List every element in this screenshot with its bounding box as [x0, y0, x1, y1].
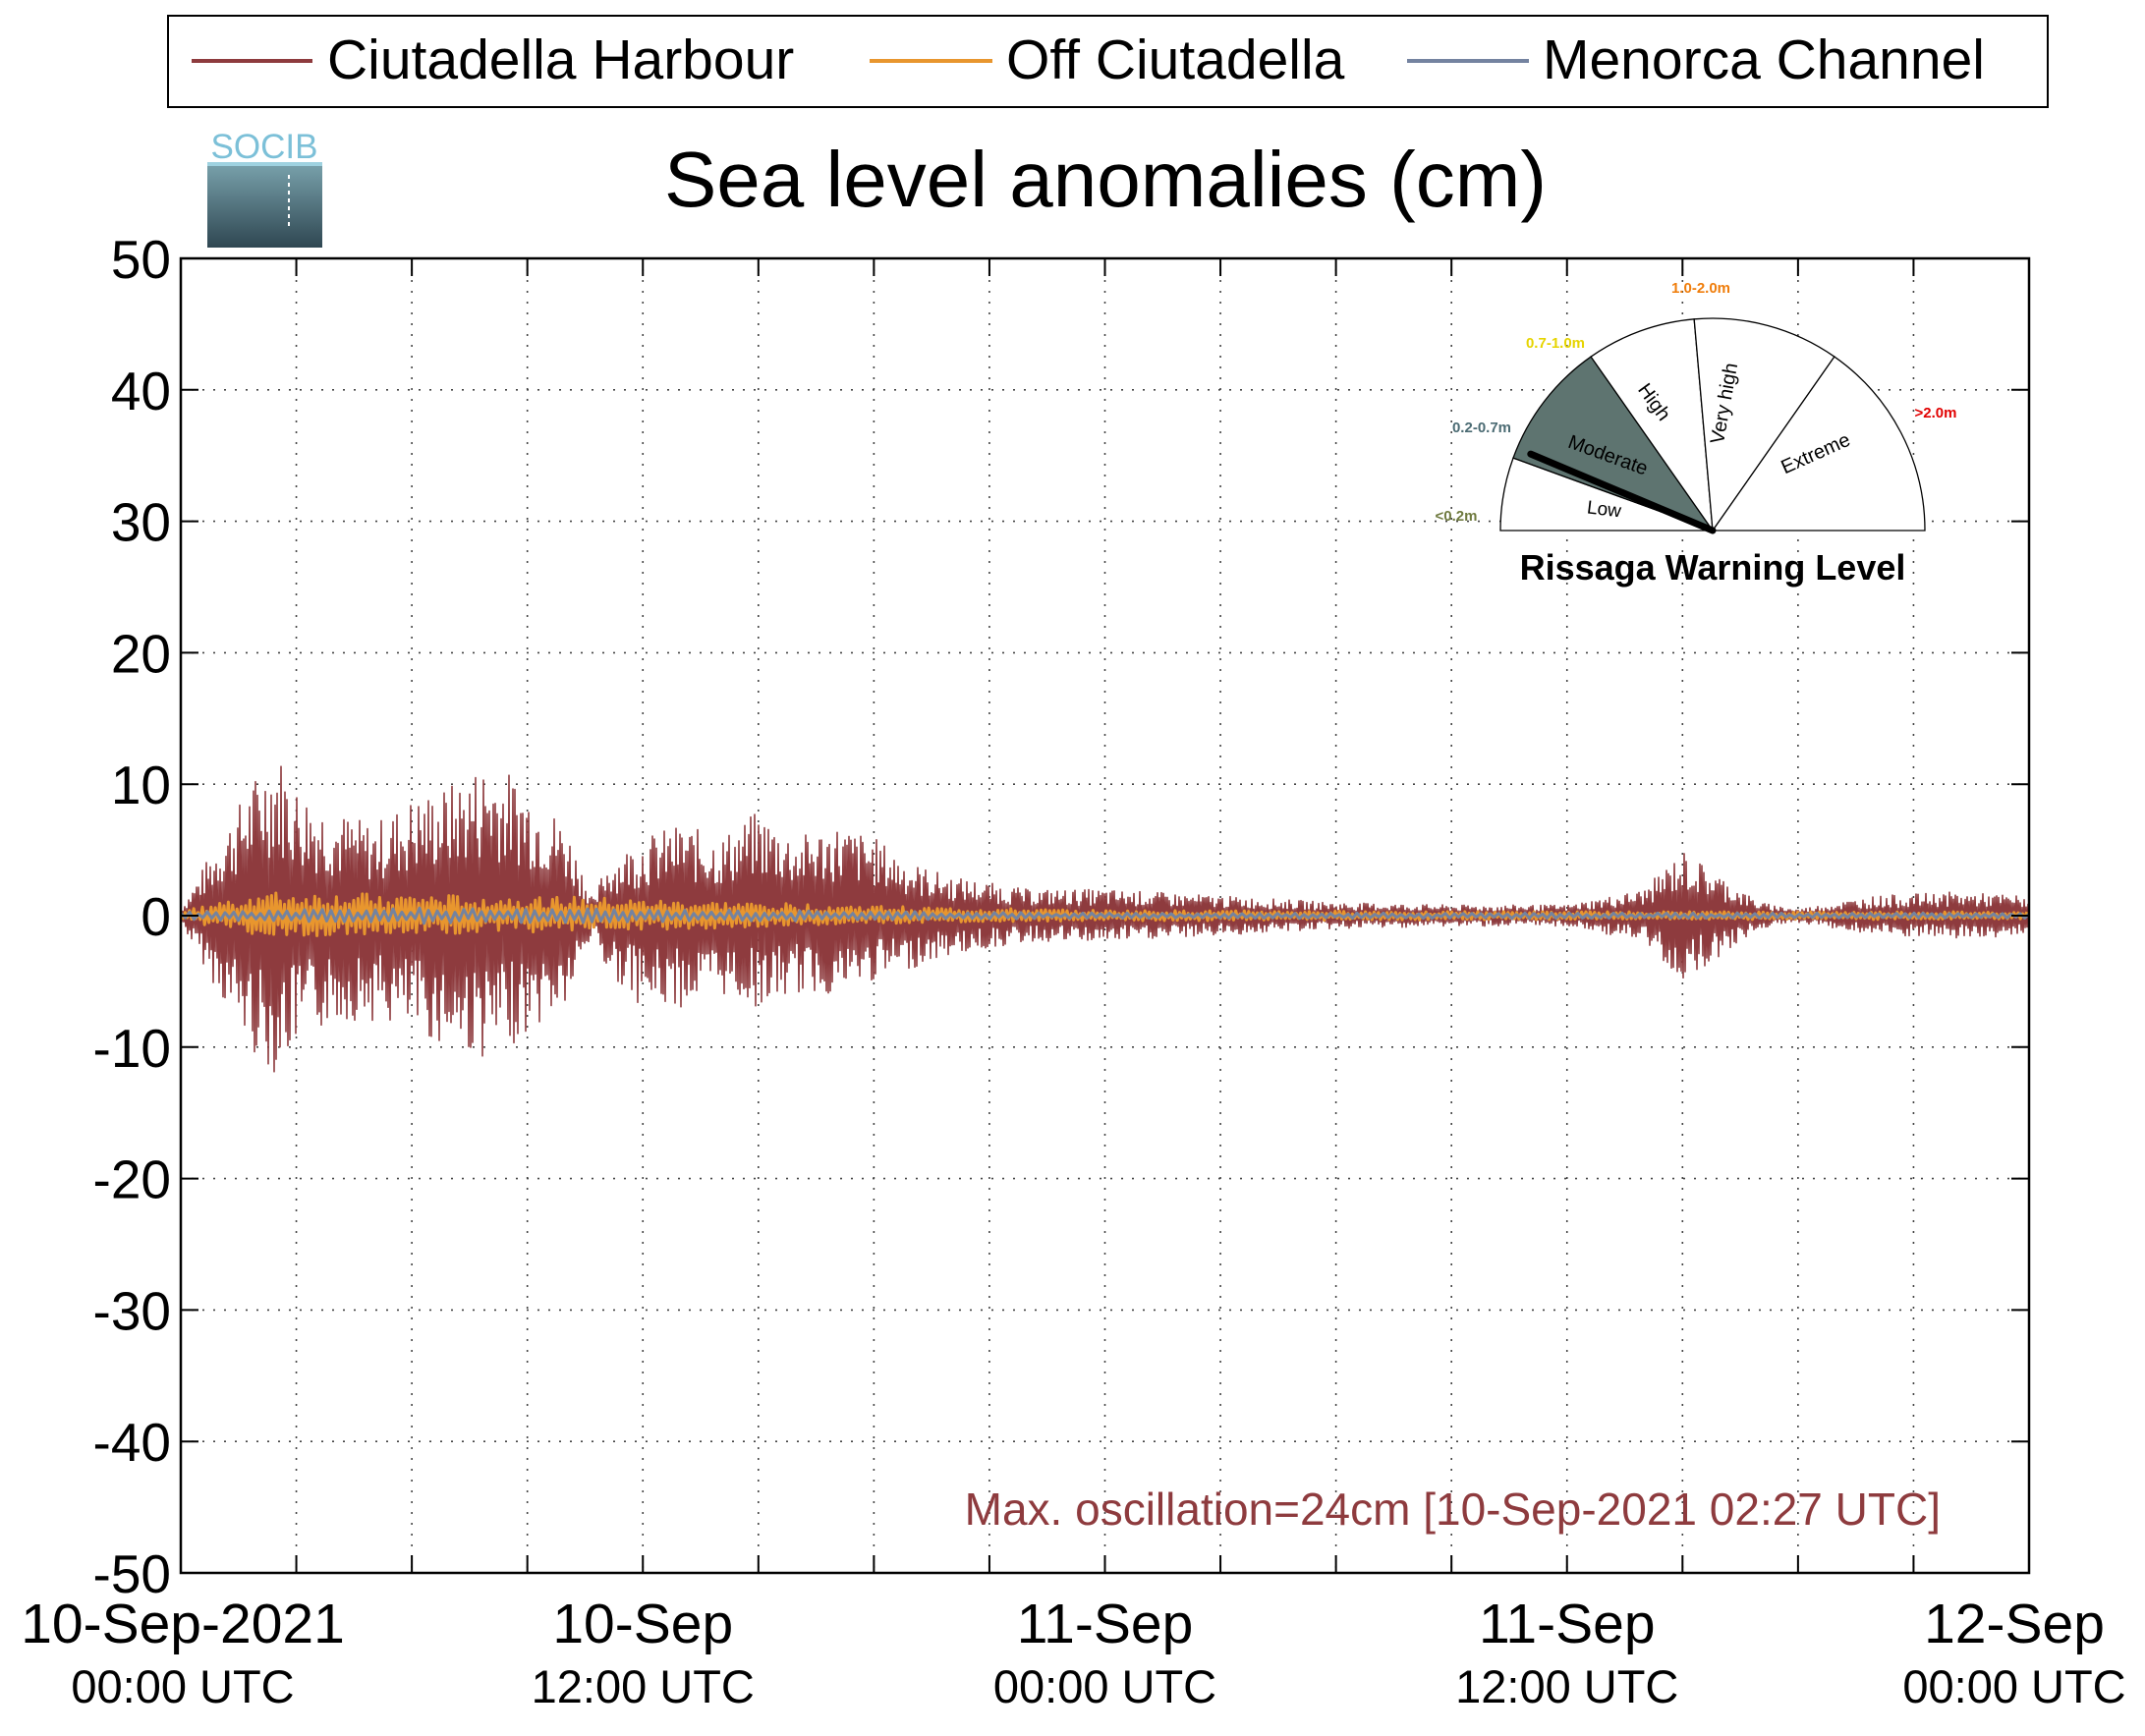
gauge-needle — [1527, 450, 1717, 534]
y-tick-label: -40 — [93, 1412, 172, 1473]
y-tick-label: 20 — [111, 623, 171, 684]
gauge-sector-extreme — [1711, 356, 1926, 532]
gauge-title: Rissaga Warning Level — [1520, 547, 1906, 588]
y-tick-label: 50 — [111, 229, 171, 290]
gauge-range-label: 1.0-2.0m — [1671, 280, 1730, 297]
gauge-range-label: 0.2-0.7m — [1452, 420, 1511, 436]
plot-frame — [179, 256, 2031, 1575]
y-tick-label: -20 — [93, 1149, 172, 1210]
gauge-sector-high — [1590, 318, 1714, 533]
x-tick-label-time: 00:00 UTC — [993, 1660, 1216, 1712]
x-tick-label-date: 10-Sep — [552, 1593, 733, 1655]
socib-logo-text: SOCIB — [211, 128, 318, 166]
x-tick-label-time: 12:00 UTC — [1455, 1660, 1678, 1712]
series-line-menorca-channel — [181, 906, 2029, 925]
chart-title: Sea level anomalies (cm) — [664, 136, 1547, 223]
max-oscillation-annotation: Max. oscillation=24cm [10-Sep-2021 02:27… — [965, 1484, 1941, 1535]
series-layer — [181, 765, 2029, 1073]
gauge-sector-label: Low — [1586, 497, 1622, 522]
legend: Ciutadella Harbour Off Ciutadella Menorc… — [167, 15, 2049, 108]
y-tick-label: -50 — [93, 1543, 172, 1604]
y-axis-tick-labels: 50 40 30 20 10 0 -10 -20 -30 -40 -50 — [93, 229, 172, 1604]
socib-logo: SOCIB — [207, 128, 322, 248]
legend-label-ciutadella-harbour: Ciutadella Harbour — [327, 28, 794, 91]
gauge-sector-very-high — [1693, 317, 1835, 532]
y-tick-label: 10 — [111, 755, 171, 815]
x-tick-label-date: 11-Sep — [1017, 1593, 1194, 1655]
gauge-sector-moderate — [1512, 356, 1715, 532]
y-tick-label: 0 — [141, 886, 171, 947]
y-tick-label: 30 — [111, 492, 171, 553]
gauge-range-label: >2.0m — [1915, 405, 1957, 421]
x-tick-label-date: 12-Sep — [1924, 1593, 2105, 1655]
y-tick-label: -10 — [93, 1018, 172, 1079]
legend-label-off-ciutadella: Off Ciutadella — [1006, 28, 1345, 91]
x-tick-label-time: 00:00 UTC — [71, 1660, 294, 1712]
y-tick-label: -30 — [93, 1280, 172, 1341]
x-tick-label-date: 10-Sep-2021 — [21, 1593, 345, 1655]
x-tick-label-time: 12:00 UTC — [532, 1660, 755, 1712]
y-tick-label: 40 — [111, 361, 171, 421]
legend-label-menorca-channel: Menorca Channel — [1543, 28, 1985, 91]
x-tick-label-time: 00:00 UTC — [1902, 1660, 2125, 1712]
axis-ticks — [181, 257, 2029, 1574]
gauge-range-label: 0.7-1.0m — [1526, 335, 1585, 352]
gauge-range-label: <0.2m — [1436, 508, 1478, 525]
x-tick-label-date: 11-Sep — [1479, 1593, 1656, 1655]
